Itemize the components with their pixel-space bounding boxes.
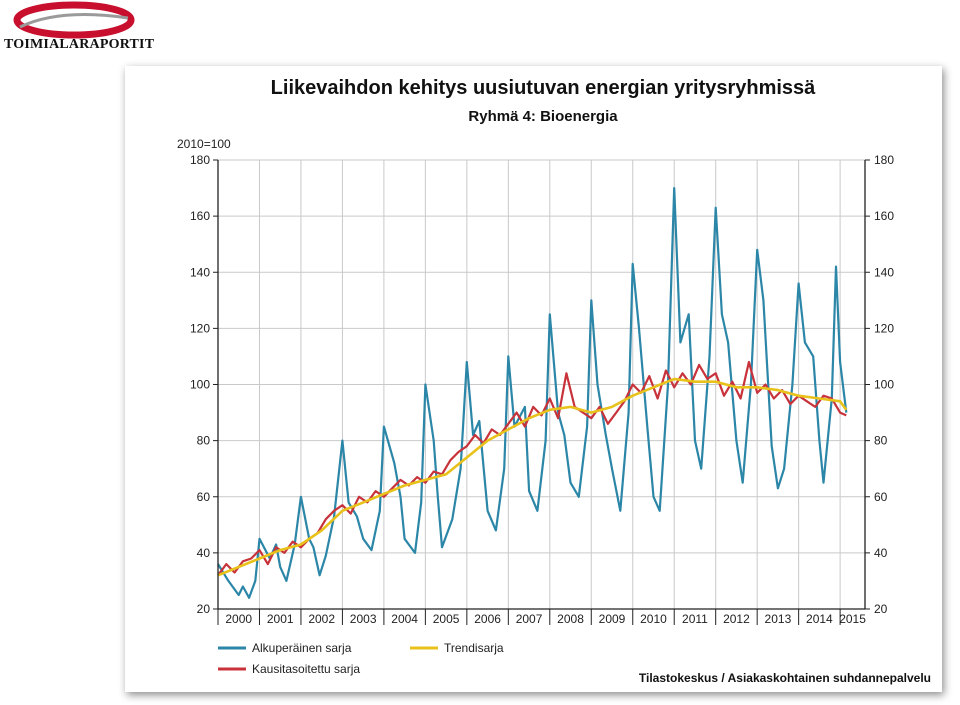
x-tick-label: 2006 — [474, 612, 501, 626]
chart-subtitle: Ryhmä 4: Bioenergia — [468, 108, 618, 125]
y-tick-label-left: 140 — [190, 265, 210, 279]
logo-text: TOIMIALARAPORTIT — [4, 37, 155, 52]
source-text: Tilastokeskus / Asiakaskohtainen suhdann… — [639, 671, 931, 685]
y-tick-label-right: 160 — [874, 209, 894, 223]
y-tick-label-left: 120 — [190, 321, 210, 335]
y-tick-label-right: 120 — [874, 321, 894, 335]
x-tick-label: 2012 — [723, 612, 750, 626]
x-tick-label: 2008 — [557, 612, 584, 626]
y-tick-label-right: 20 — [874, 602, 888, 616]
x-tick-label: 2011 — [682, 612, 708, 626]
y-tick-label-left: 100 — [190, 378, 210, 392]
series-layer — [217, 186, 848, 599]
x-tick-label: 2009 — [599, 612, 626, 626]
y-axis-label: 2010=100 — [177, 137, 231, 151]
logo-swoosh-icon — [13, 1, 135, 39]
x-tick-label: 2014 — [806, 612, 833, 626]
legend-label: Trendisarja — [444, 641, 504, 655]
y-tick-label-left: 180 — [190, 153, 210, 167]
x-tick-label: 2000 — [225, 612, 252, 626]
x-tick-label: 2003 — [350, 612, 377, 626]
x-tick-label: 2015 — [839, 612, 866, 626]
axis-layer: 20 20 40 40 60 60 80 80 100 100 120 120 140 140 160 160… — [190, 153, 894, 626]
y-tick-label-right: 60 — [874, 490, 888, 504]
y-tick-label-right: 140 — [874, 265, 894, 279]
series-line-alkuper-inen-sarja — [217, 186, 848, 599]
y-tick-label-left: 20 — [197, 602, 211, 616]
series-line-trendisarja — [217, 377, 848, 577]
grid-layer — [217, 159, 865, 610]
chart-card: Liikevaihdon kehitys uusiutuvan energian… — [125, 66, 942, 692]
y-tick-label-left: 60 — [197, 490, 211, 504]
x-tick-label: 2001 — [267, 612, 294, 626]
y-tick-label-right: 100 — [874, 378, 894, 392]
x-tick-label: 2013 — [765, 612, 792, 626]
legend: Alkuperäinen sarja Kausitasoitettu sarja T… — [218, 641, 504, 676]
x-tick-label: 2010 — [640, 612, 667, 626]
y-tick-label-right: 80 — [874, 434, 888, 448]
x-tick-label: 2005 — [433, 612, 460, 626]
y-tick-label-right: 180 — [874, 153, 894, 167]
x-tick-label: 2004 — [391, 612, 418, 626]
legend-label: Kausitasoitettu sarja — [252, 662, 360, 676]
legend-label: Alkuperäinen sarja — [252, 641, 352, 655]
y-tick-label-right: 40 — [874, 546, 888, 560]
x-tick-label: 2007 — [516, 612, 543, 626]
line-chart: Liikevaihdon kehitys uusiutuvan energian… — [177, 77, 931, 685]
x-tick-label: 2002 — [308, 612, 335, 626]
y-tick-label-left: 40 — [197, 546, 211, 560]
y-tick-label-left: 80 — [197, 434, 211, 448]
chart-title: Liikevaihdon kehitys uusiutuvan energian… — [271, 77, 817, 99]
y-tick-label-left: 160 — [190, 209, 210, 223]
